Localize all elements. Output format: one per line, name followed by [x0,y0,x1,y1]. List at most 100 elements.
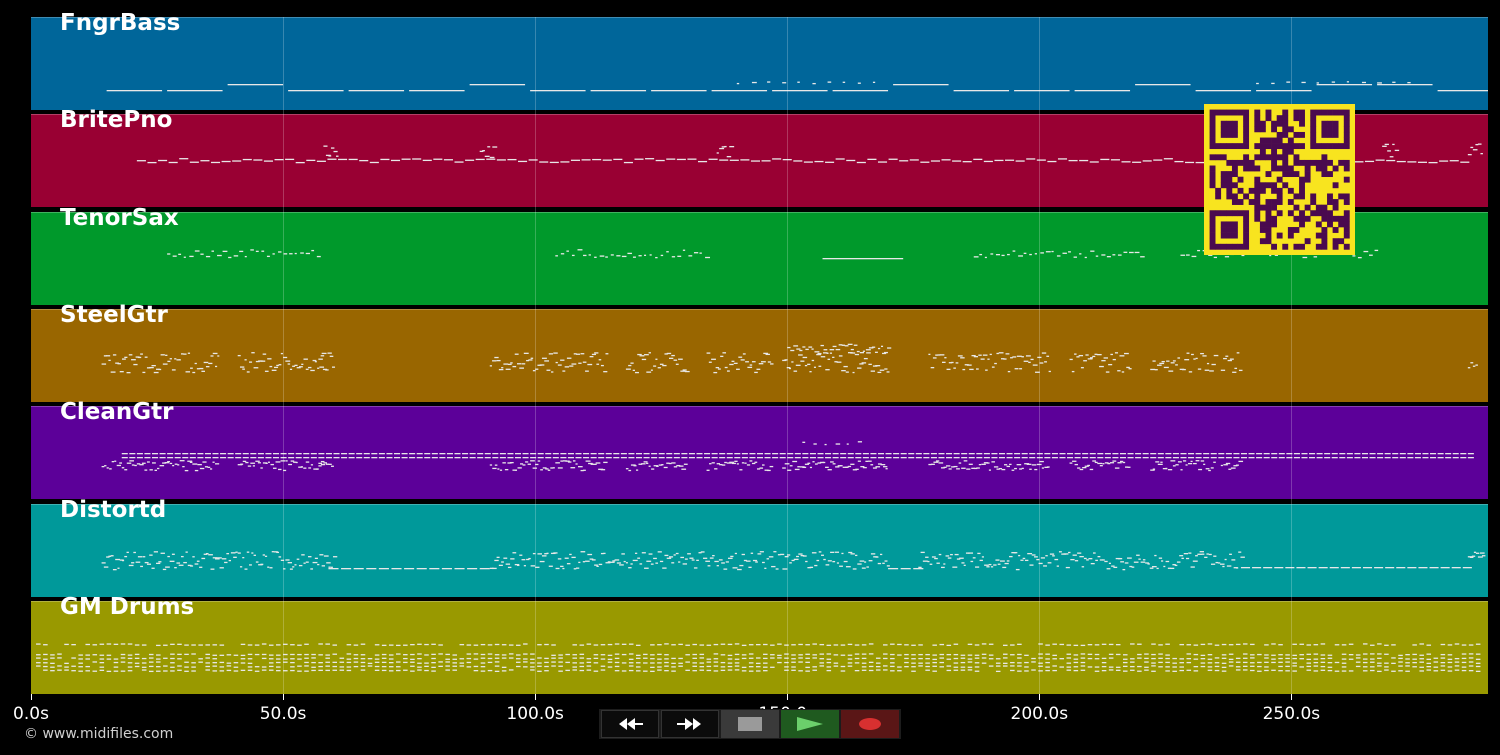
note [417,653,422,655]
note [826,669,832,672]
note [198,661,203,663]
note [657,644,662,646]
note [779,457,786,459]
note [1130,669,1135,671]
note [1159,362,1165,365]
note [886,564,890,567]
note [353,567,364,569]
note [1241,254,1245,256]
note [184,666,189,668]
note [167,360,171,363]
note [106,467,109,469]
track-lane[interactable]: FngrBass [31,10,1488,110]
note [1364,161,1375,163]
note [646,463,649,465]
note [247,662,253,664]
note [1430,457,1437,459]
track-lane[interactable]: CleanGtr [31,399,1488,500]
note [403,661,408,664]
note [1073,256,1077,258]
note [1248,457,1255,459]
stop-button[interactable] [721,710,779,738]
note [1029,564,1034,566]
play-button[interactable] [781,710,839,738]
record-button[interactable] [841,710,899,738]
note [586,665,592,667]
note [711,462,715,464]
note [1191,353,1194,356]
note [1306,665,1312,668]
note [140,353,143,355]
note [1285,670,1290,672]
note [754,461,758,464]
note [1412,644,1417,646]
note [1240,453,1248,455]
note [219,666,225,668]
note [845,466,849,469]
note [1209,370,1214,372]
note [156,368,160,370]
note [1384,653,1389,655]
note [570,467,576,469]
note [1193,653,1199,656]
note [174,358,177,360]
note [685,669,690,671]
note [530,460,535,462]
note [1099,365,1104,368]
note [826,661,832,664]
note [431,457,438,459]
note [1040,556,1045,559]
note [250,453,257,455]
note [613,457,620,459]
note [664,643,669,645]
note [360,658,366,660]
rewind-button[interactable] [601,710,659,738]
note [78,654,83,656]
note [817,457,824,459]
note [189,462,193,464]
track-lane[interactable]: SteelGtr [31,302,1488,402]
note [149,366,154,369]
note [199,468,205,470]
note [1426,653,1432,655]
note [1271,654,1276,656]
note [1193,358,1196,360]
note [1067,457,1074,459]
note [911,658,916,660]
note [517,363,522,365]
note [1131,566,1135,568]
note [809,371,812,373]
note [78,662,83,664]
note [1028,361,1031,364]
note [1341,666,1347,668]
track-lane[interactable]: Distortd [31,497,1488,597]
note [951,361,954,364]
fast-forward-button[interactable] [661,710,719,738]
note [565,460,570,463]
note [578,466,583,468]
track-lane[interactable]: GM Drums [31,594,1488,694]
note [1188,463,1193,465]
note [829,352,833,354]
note [811,348,814,350]
note [43,662,48,664]
note [494,661,500,663]
note [1180,457,1187,459]
note [812,461,815,463]
note [200,160,210,162]
note [1419,643,1424,645]
note [939,653,945,656]
note [1174,161,1184,163]
note [1214,657,1220,659]
note [659,560,664,562]
note [276,661,281,664]
note [1320,654,1326,656]
note [942,361,946,363]
note [99,666,105,668]
note [1111,565,1115,567]
note [537,662,542,664]
note [621,670,627,672]
note [1163,158,1173,160]
note [378,453,385,455]
note [557,467,563,469]
